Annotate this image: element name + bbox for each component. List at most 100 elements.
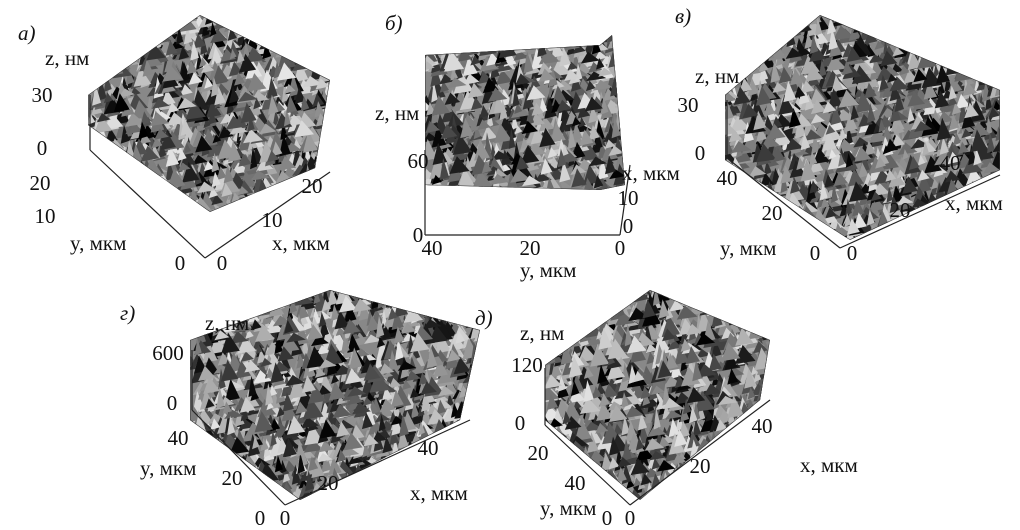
peak — [160, 184, 174, 206]
peak — [268, 20, 288, 38]
peak — [106, 161, 119, 183]
peak — [268, 20, 283, 33]
peak — [389, 473, 397, 489]
y-tick-label: 0 — [175, 251, 186, 275]
peak — [92, 164, 112, 182]
peak — [352, 477, 361, 493]
peak — [189, 313, 205, 332]
peak — [771, 12, 782, 33]
peak — [98, 18, 109, 36]
peak — [94, 168, 106, 189]
peak — [97, 148, 109, 167]
peak — [737, 12, 746, 25]
peak — [400, 452, 407, 473]
peak — [287, 4, 305, 25]
peak — [530, 29, 540, 38]
peak — [456, 430, 471, 452]
peak — [257, 481, 267, 498]
peak — [118, 17, 128, 31]
peak — [990, 15, 1008, 29]
peak — [460, 416, 476, 435]
peak — [903, 20, 914, 33]
peak — [191, 432, 202, 443]
peak — [455, 305, 470, 322]
peak — [619, 38, 631, 54]
peak — [446, 457, 464, 473]
peak — [244, 7, 260, 24]
peak — [253, 293, 262, 312]
peak — [145, 185, 152, 197]
peak — [890, 26, 901, 44]
peak — [236, 13, 248, 25]
peak — [932, 33, 952, 42]
peak — [786, 6, 794, 24]
peak — [292, 46, 305, 64]
peak — [869, 11, 876, 33]
peak — [266, 25, 278, 39]
peak — [196, 469, 204, 484]
peak — [782, 217, 801, 237]
peak — [354, 484, 374, 496]
peak — [752, 201, 761, 221]
peak — [89, 203, 105, 214]
peak — [243, 12, 258, 34]
y-axis-label: y, мкм — [720, 236, 776, 260]
peak — [357, 482, 369, 501]
peak — [799, 217, 814, 228]
peak — [381, 471, 394, 492]
peak — [312, 18, 322, 29]
peak — [99, 156, 110, 168]
peak — [237, 20, 248, 38]
peak — [732, 24, 747, 39]
peak — [88, 183, 104, 193]
peak — [84, 163, 103, 176]
peak — [473, 478, 481, 494]
peak — [299, 1, 306, 20]
peak — [178, 196, 186, 212]
peak — [731, 189, 742, 202]
peak — [90, 141, 97, 163]
peak — [321, 172, 333, 194]
peak — [361, 470, 375, 489]
y-tick-label: 0 — [810, 241, 821, 265]
peak — [958, 31, 975, 51]
peak — [909, 25, 923, 36]
peak — [235, 299, 251, 308]
peak — [620, 89, 628, 111]
peak — [304, 46, 320, 57]
peak — [92, 171, 100, 183]
peak — [719, 40, 737, 55]
peak — [992, 14, 1012, 32]
peak — [88, 40, 101, 63]
peak — [212, 281, 221, 303]
peak — [393, 289, 409, 306]
peak — [317, 55, 326, 65]
peak — [195, 471, 213, 490]
peak — [744, 216, 760, 227]
peak — [167, 196, 182, 213]
peak — [737, 205, 753, 216]
peak — [723, 48, 737, 60]
peak — [404, 290, 421, 302]
peak — [423, 286, 432, 299]
peak — [426, 295, 435, 311]
peak — [126, 28, 144, 39]
peak — [382, 475, 394, 493]
peak — [249, 487, 261, 497]
peak — [977, 41, 987, 55]
peak — [196, 484, 214, 495]
peak — [390, 472, 408, 486]
peak — [207, 472, 214, 492]
peak — [470, 277, 484, 295]
peak — [379, 274, 393, 296]
peak — [318, 30, 332, 48]
peak — [777, 15, 793, 24]
peak — [961, 23, 977, 41]
peak — [242, 472, 261, 481]
peak — [108, 18, 125, 35]
peak — [731, 36, 745, 46]
peak — [963, 225, 981, 238]
peak — [192, 445, 212, 454]
peak — [950, 22, 964, 42]
peak — [727, 14, 738, 24]
